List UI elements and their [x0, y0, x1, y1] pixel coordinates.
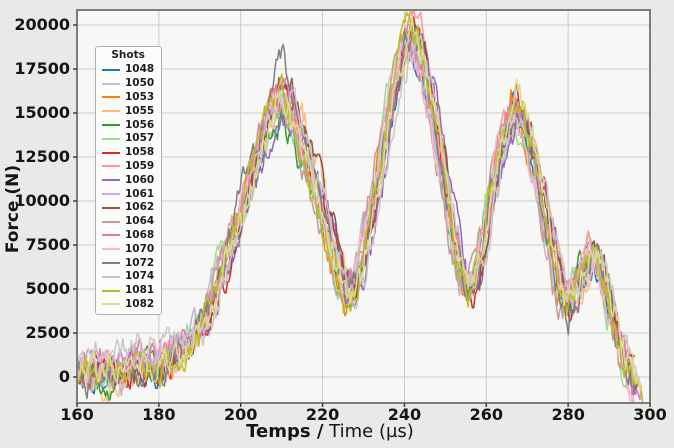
x-tick-label: 180 [142, 405, 176, 424]
x-tick-label: 160 [60, 405, 94, 424]
legend-swatch-line [102, 248, 120, 251]
y-tick-label: 2500 [25, 323, 70, 342]
y-tick-label: 17500 [14, 59, 70, 78]
legend-swatch-line [102, 275, 120, 278]
legend-swatch-line [102, 206, 120, 209]
legend-swatch-line [102, 289, 120, 292]
legend-swatch-line [102, 110, 120, 113]
legend-swatch-line [102, 82, 120, 85]
legend-entry-label: 1060 [125, 173, 155, 186]
legend-entry-label: 1068 [125, 228, 155, 241]
legend-entry-1082: 1082 [102, 298, 154, 312]
legend-swatch-line [102, 262, 120, 265]
legend-entry-label: 1048 [125, 63, 155, 76]
legend-entry-1068: 1068 [102, 229, 154, 243]
x-tick-label: 280 [551, 405, 585, 424]
legend-entry-label: 1050 [125, 77, 155, 90]
legend-swatch-line [102, 137, 120, 140]
legend-entry-1057: 1057 [102, 132, 154, 146]
legend-entry-label: 1082 [125, 297, 155, 310]
legend-entry-label: 1064 [125, 215, 155, 228]
axes-spines [76, 9, 651, 404]
y-tick-label: 20000 [14, 15, 70, 34]
x-tick-label: 200 [224, 405, 258, 424]
legend-entry-1070: 1070 [102, 242, 154, 256]
legend-entry-1062: 1062 [102, 201, 154, 215]
series-line-1082 [77, 15, 643, 391]
y-tick-label: 12500 [14, 147, 70, 166]
y-tick-label: 0 [58, 367, 70, 386]
legend-swatch-line [102, 193, 120, 196]
legend-entry-label: 1058 [125, 146, 155, 159]
legend-entry-1055: 1055 [102, 104, 154, 118]
legend-entry-1050: 1050 [102, 77, 154, 91]
legend-entries: 1048 1050 1053 1055 1056 1057 1058 1059 1060 1061… [102, 63, 154, 311]
legend-entry-label: 1057 [125, 132, 155, 145]
x-axis-label-bold: Temps / [246, 421, 324, 442]
legend-entry-1056: 1056 [102, 118, 154, 132]
legend-swatch-line [102, 96, 120, 99]
legend-title: Shots [111, 49, 145, 61]
x-tick-label: 300 [633, 405, 667, 424]
y-tick-label: 7500 [25, 235, 70, 254]
legend-entry-1061: 1061 [102, 187, 154, 201]
legend-entry-1074: 1074 [102, 270, 154, 284]
legend-swatch-line [102, 151, 120, 154]
x-tick-label: 240 [387, 405, 422, 424]
x-axis-label: Temps / Time (µs) [0, 421, 660, 442]
legend-entry-label: 1059 [125, 159, 155, 172]
legend-entry-label: 1055 [125, 104, 155, 117]
x-tick-label: 220 [305, 405, 340, 424]
y-tick-label: 10000 [14, 191, 70, 210]
legend-swatch-line [102, 179, 120, 182]
legend-entry-1059: 1059 [102, 160, 154, 174]
legend-entry-1064: 1064 [102, 215, 154, 229]
legend-entry-label: 1070 [125, 242, 155, 255]
legend-entry-label: 1062 [125, 201, 155, 214]
legend-swatch-line [102, 68, 120, 71]
y-tick-label: 15000 [14, 103, 70, 122]
legend-entry-1081: 1081 [102, 284, 154, 298]
legend-entry-label: 1056 [125, 118, 155, 131]
legend-swatch-line [102, 234, 120, 237]
legend-entry-label: 1081 [125, 284, 155, 297]
legend-entry-1058: 1058 [102, 146, 154, 160]
legend-entry-1053: 1053 [102, 91, 154, 105]
legend-entry-1048: 1048 [102, 63, 154, 77]
legend-entry-label: 1053 [125, 90, 155, 103]
legend-entry-label: 1061 [125, 187, 155, 200]
legend: Shots 1048 1050 1053 1055 1056 1057 1058 1059 10… [95, 46, 163, 316]
legend-entry-1072: 1072 [102, 256, 154, 270]
legend-swatch-line [102, 303, 120, 306]
legend-entry-label: 1072 [125, 256, 155, 269]
x-tick-label: 260 [469, 405, 503, 424]
x-axis-label-regular: Time (µs) [323, 421, 414, 442]
legend-swatch-line [102, 220, 120, 223]
y-tick-label: 5000 [25, 279, 70, 298]
legend-swatch-line [102, 165, 120, 168]
legend-entry-1060: 1060 [102, 173, 154, 187]
legend-entry-label: 1074 [125, 270, 155, 283]
legend-swatch-line [102, 124, 120, 127]
